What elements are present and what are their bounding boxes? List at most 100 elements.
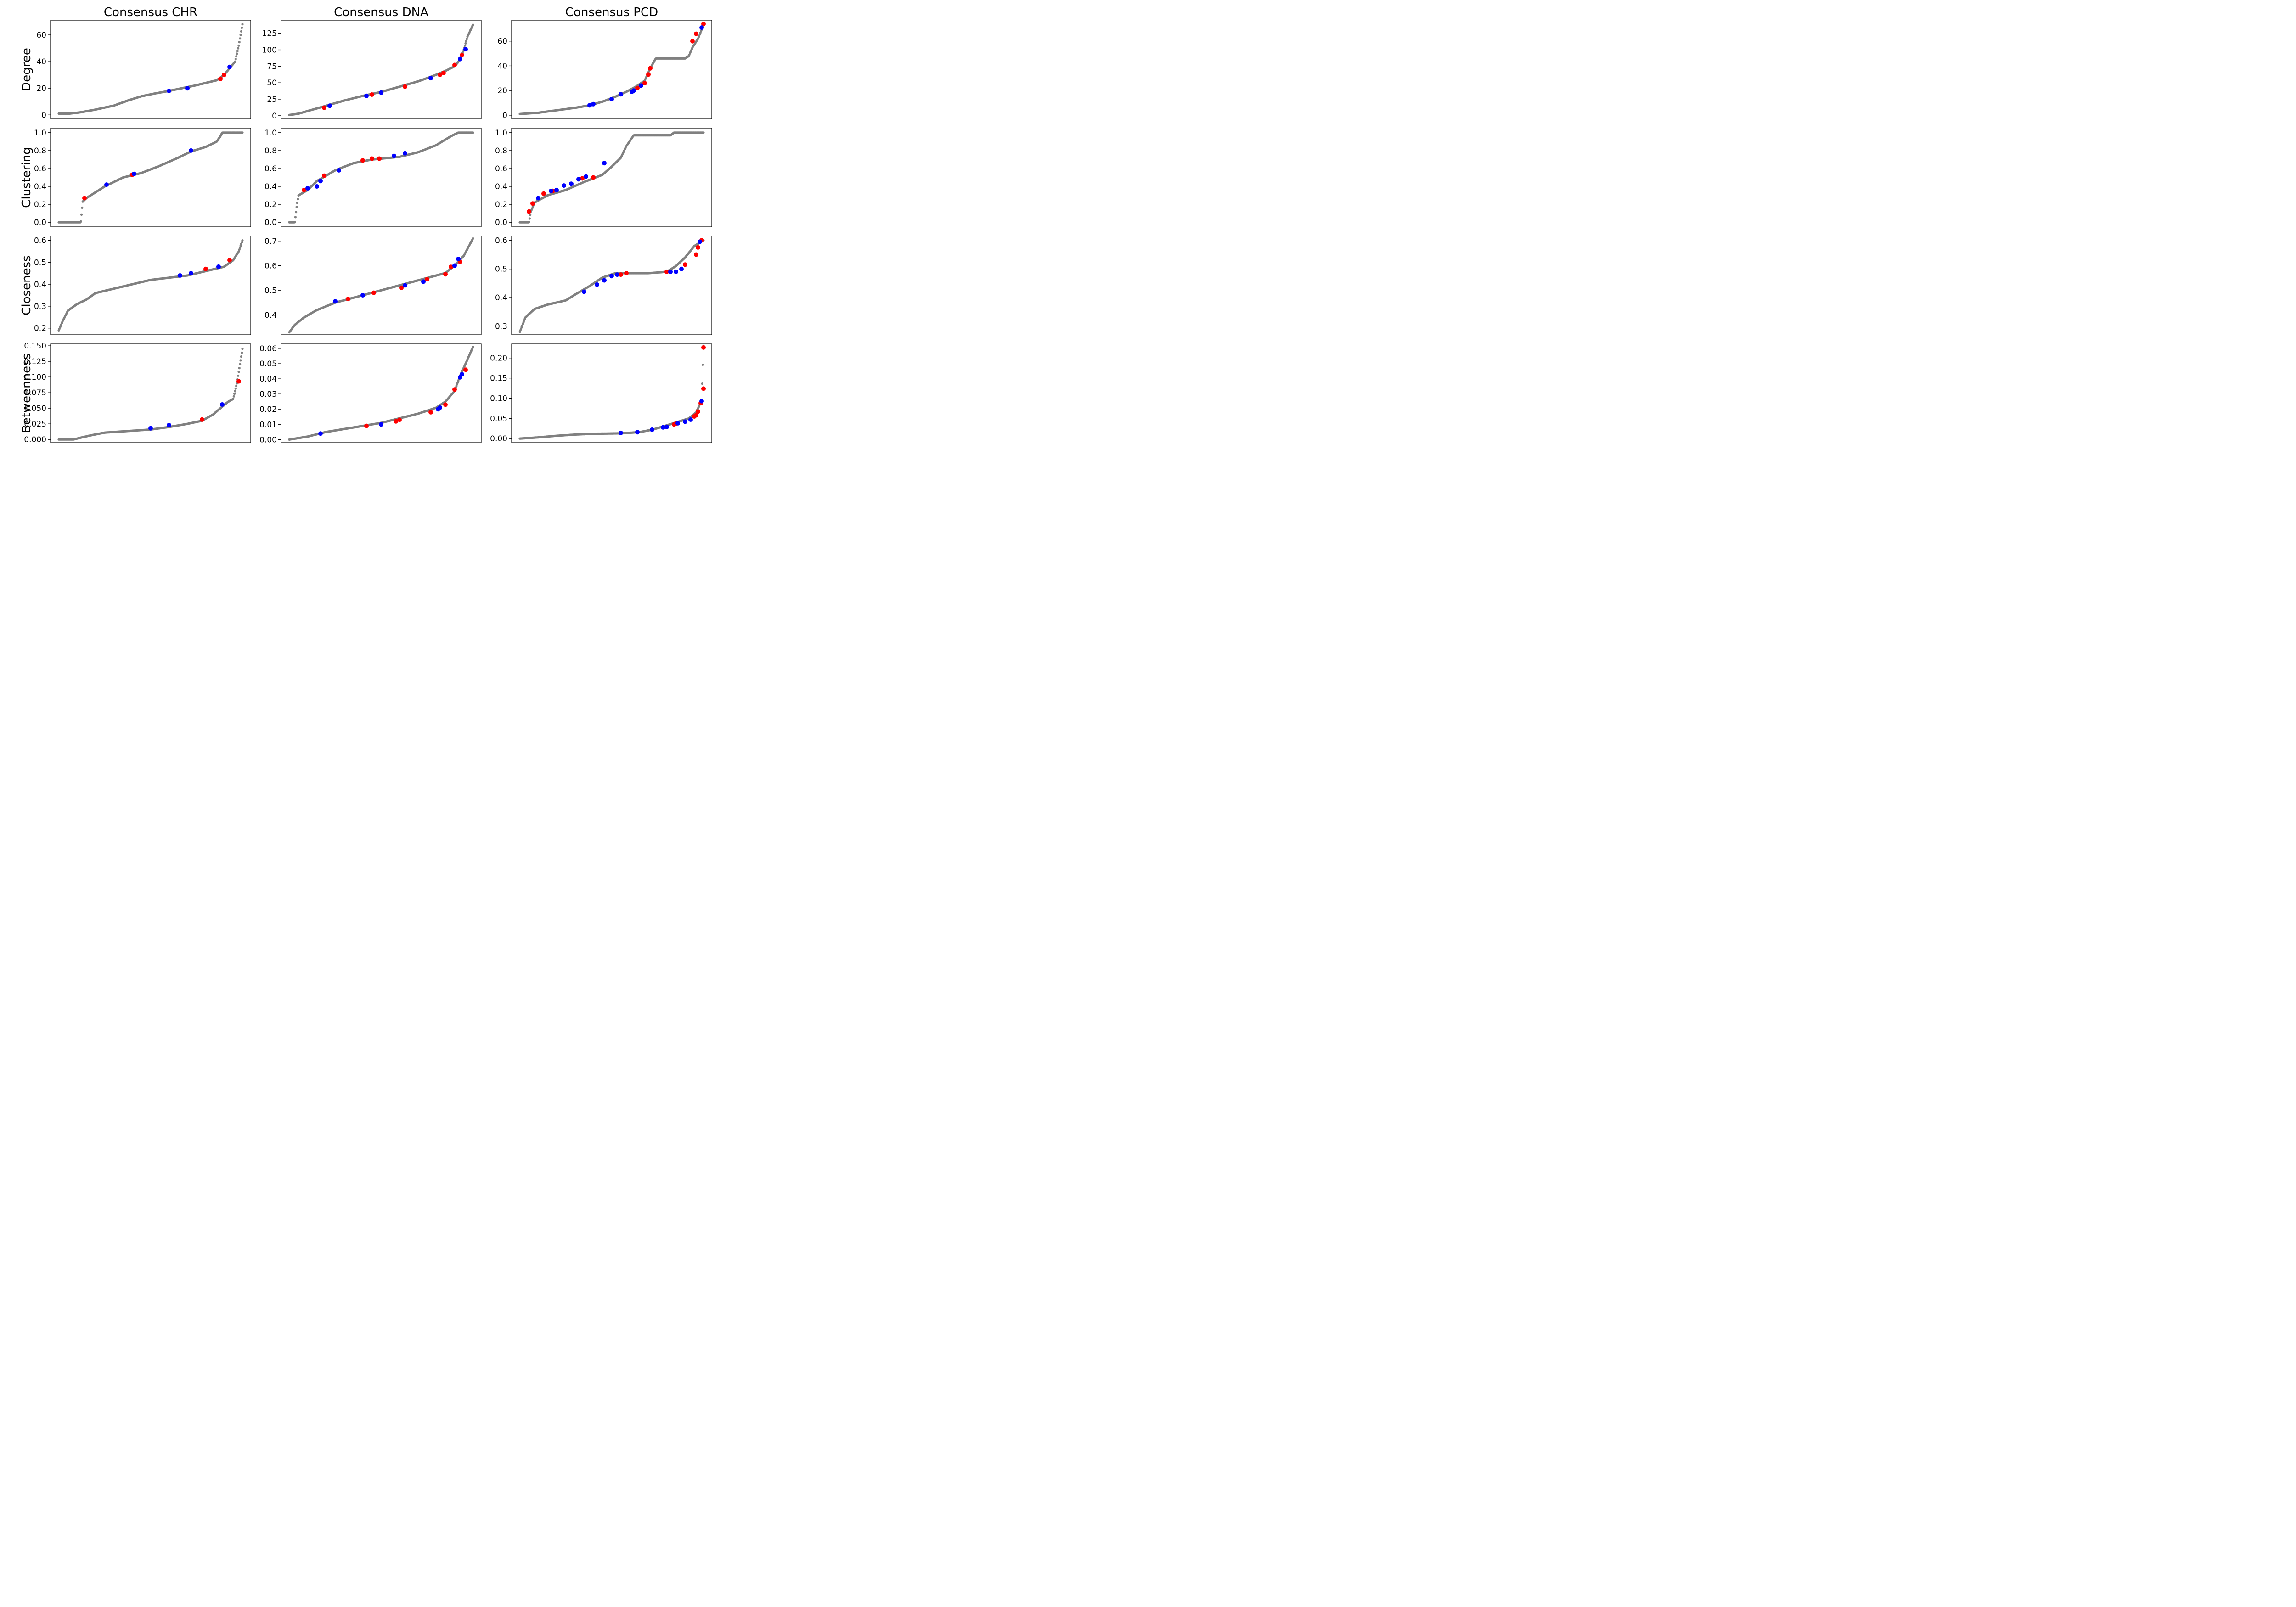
y-tick-label: 0.8 [495, 146, 507, 156]
axes-frame [281, 128, 482, 227]
blue-point [421, 279, 426, 284]
column-title: Consensus DNA [334, 6, 428, 19]
blue-point [216, 264, 221, 269]
gray-point [239, 246, 242, 249]
y-tick-label: 100 [262, 46, 277, 55]
y-tick-label: 0.3 [495, 322, 507, 331]
blue-point [609, 274, 614, 279]
gray-point [240, 30, 242, 33]
blue-point [167, 422, 171, 427]
y-tick-label: 0.6 [264, 262, 277, 271]
column-title: Consensus CHR [104, 6, 197, 19]
red-point [322, 173, 326, 178]
gray-point [701, 382, 703, 385]
blue-point [364, 93, 369, 98]
red-point [648, 66, 653, 71]
scatter-panel: 0.2 0.3 0.4 0.5 0.6 [34, 236, 251, 335]
gray-point [239, 359, 242, 362]
red-point [222, 73, 226, 78]
gray-point [241, 239, 244, 242]
red-point [443, 272, 448, 277]
blue-point [392, 153, 396, 158]
row-label: Degree [20, 48, 34, 91]
red-point [443, 402, 448, 407]
y-tick-label: 0.06 [259, 344, 277, 354]
gray-point [702, 131, 705, 134]
y-tick-label: 0.3 [34, 302, 46, 311]
y-tick-label: 0.7 [264, 237, 277, 246]
gray-point [295, 211, 298, 214]
scatter-panel: 0.00 0.05 0.10 0.15 0.20 [490, 343, 712, 444]
scatter-panel: 0.000 0.025 0.050 0.075 0.100 0.125 0.150 [24, 342, 251, 444]
gray-point [238, 41, 241, 44]
gray-point [241, 348, 244, 350]
blue-point [549, 188, 553, 193]
y-tick-label: 40 [36, 57, 46, 67]
axes-frame [281, 343, 482, 443]
gray-point [472, 237, 474, 240]
blue-point [619, 92, 623, 97]
gray-point [79, 220, 82, 223]
blue-point [452, 263, 457, 268]
gray-point [528, 221, 530, 224]
axes-frame [50, 20, 251, 119]
blue-point [664, 424, 669, 429]
blue-point [591, 101, 596, 107]
y-tick-label: 0.2 [264, 200, 277, 209]
scatter-panel: 0.0 0.2 0.4 0.6 0.8 1.0 [34, 128, 251, 227]
gray-point [237, 47, 240, 50]
gray-point [233, 393, 236, 395]
gray-point [241, 131, 244, 134]
blue-point [536, 196, 540, 201]
gray-point [234, 60, 236, 63]
red-point [302, 187, 306, 192]
blue-point [189, 148, 193, 153]
red-point [203, 266, 208, 271]
blue-point [661, 425, 665, 430]
red-point [322, 105, 326, 110]
y-tick-label: 0.4 [34, 280, 46, 289]
red-point [460, 53, 464, 57]
gray-point [464, 44, 467, 47]
gray-point [294, 216, 297, 219]
gray-point [235, 385, 238, 388]
blue-point [631, 88, 636, 93]
blue-point [635, 430, 640, 435]
blue-point [699, 399, 704, 404]
scatter-panel: 0.0 0.2 0.4 0.6 0.8 1.0 [264, 128, 482, 227]
gray-point [234, 57, 237, 61]
y-tick-label: 0.4 [264, 182, 277, 191]
y-tick-label: 0.050 [24, 404, 46, 413]
red-point [624, 271, 629, 275]
blue-point [333, 299, 338, 304]
column-titles: Consensus CHR Consensus DNA Consensus PCD [104, 6, 658, 19]
y-tick-label: 0.20 [490, 354, 507, 363]
row-labels: Degree Clustering Closeness Betweenness [20, 48, 34, 433]
gray-point [472, 23, 474, 26]
y-tick-label: 0.15 [490, 374, 507, 383]
y-tick-label: 20 [36, 84, 46, 93]
blue-point [674, 269, 678, 274]
axes-frame [50, 343, 251, 443]
axes-frame [50, 128, 251, 227]
blue-point [595, 282, 599, 287]
row-label: Closeness [20, 255, 34, 315]
blue-point [602, 278, 607, 283]
y-tick-label: 0.025 [24, 420, 46, 429]
y-tick-label: 0.6 [495, 236, 507, 245]
blue-point [327, 103, 332, 108]
y-tick-label: 0.04 [259, 375, 277, 384]
figure-stage: Consensus CHR Consensus DNA Consensus PCD … [0, 0, 720, 450]
axes-frame [511, 236, 712, 335]
blue-point [337, 168, 341, 173]
gray-point [241, 351, 243, 354]
blue-point [639, 83, 643, 88]
red-point [646, 72, 651, 77]
blue-point [602, 161, 607, 166]
gray-point [239, 34, 242, 36]
red-point [82, 196, 87, 201]
blue-point [562, 183, 566, 188]
red-point [701, 22, 706, 27]
y-tick-label: 0.8 [264, 146, 277, 156]
red-point [591, 175, 596, 180]
